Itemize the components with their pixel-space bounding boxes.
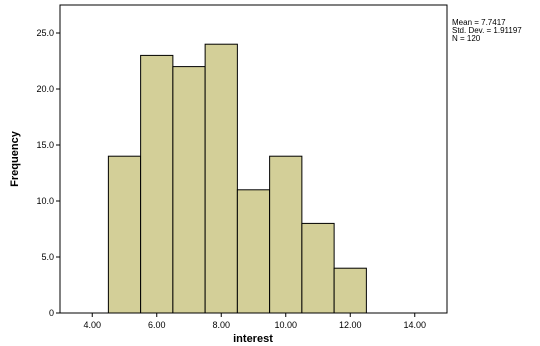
histogram-bar-7 — [301, 222, 335, 314]
histogram-bar-3 — [172, 66, 206, 314]
y-tick-label: 20.0 — [36, 84, 54, 94]
histogram-bar-2 — [140, 54, 174, 314]
stat-std-dev: Std. Dev. = 1.91197 — [452, 26, 522, 35]
bars — [107, 43, 367, 314]
histogram-bar-1 — [107, 155, 142, 314]
x-axis-label: interest — [233, 333, 273, 345]
x-axis-ticks: 4.00 6.00 8.00 10.00 12.00 14.00 — [83, 313, 426, 330]
x-tick-label: 8.00 — [212, 320, 230, 330]
y-tick-label: 25.0 — [36, 28, 54, 38]
statistics-box: Mean = 7.7417 Std. Dev. = 1.91197 N = 12… — [452, 19, 540, 43]
y-tick-label: 0 — [49, 308, 54, 318]
stat-mean: Mean = 7.7417 — [452, 19, 506, 27]
stat-n: N = 120 — [452, 34, 481, 43]
y-axis-label: Frequency — [9, 130, 21, 187]
x-tick-label: 14.00 — [403, 320, 426, 330]
histogram-bar-6 — [269, 155, 303, 314]
x-tick-label: 6.00 — [148, 320, 166, 330]
x-tick-label: 4.00 — [83, 320, 101, 330]
histogram-bar-4 — [204, 43, 238, 314]
y-tick-label: 15.0 — [36, 140, 54, 150]
y-axis-ticks: 0 5.0 10.0 15.0 20.0 25.0 — [36, 28, 60, 318]
y-tick-label: 5.0 — [41, 252, 54, 262]
histogram-bar-5 — [236, 189, 271, 314]
x-tick-label: 10.00 — [274, 320, 297, 330]
histogram-bar-8 — [333, 267, 367, 314]
y-tick-label: 10.0 — [36, 196, 54, 206]
x-tick-label: 12.00 — [339, 320, 362, 330]
